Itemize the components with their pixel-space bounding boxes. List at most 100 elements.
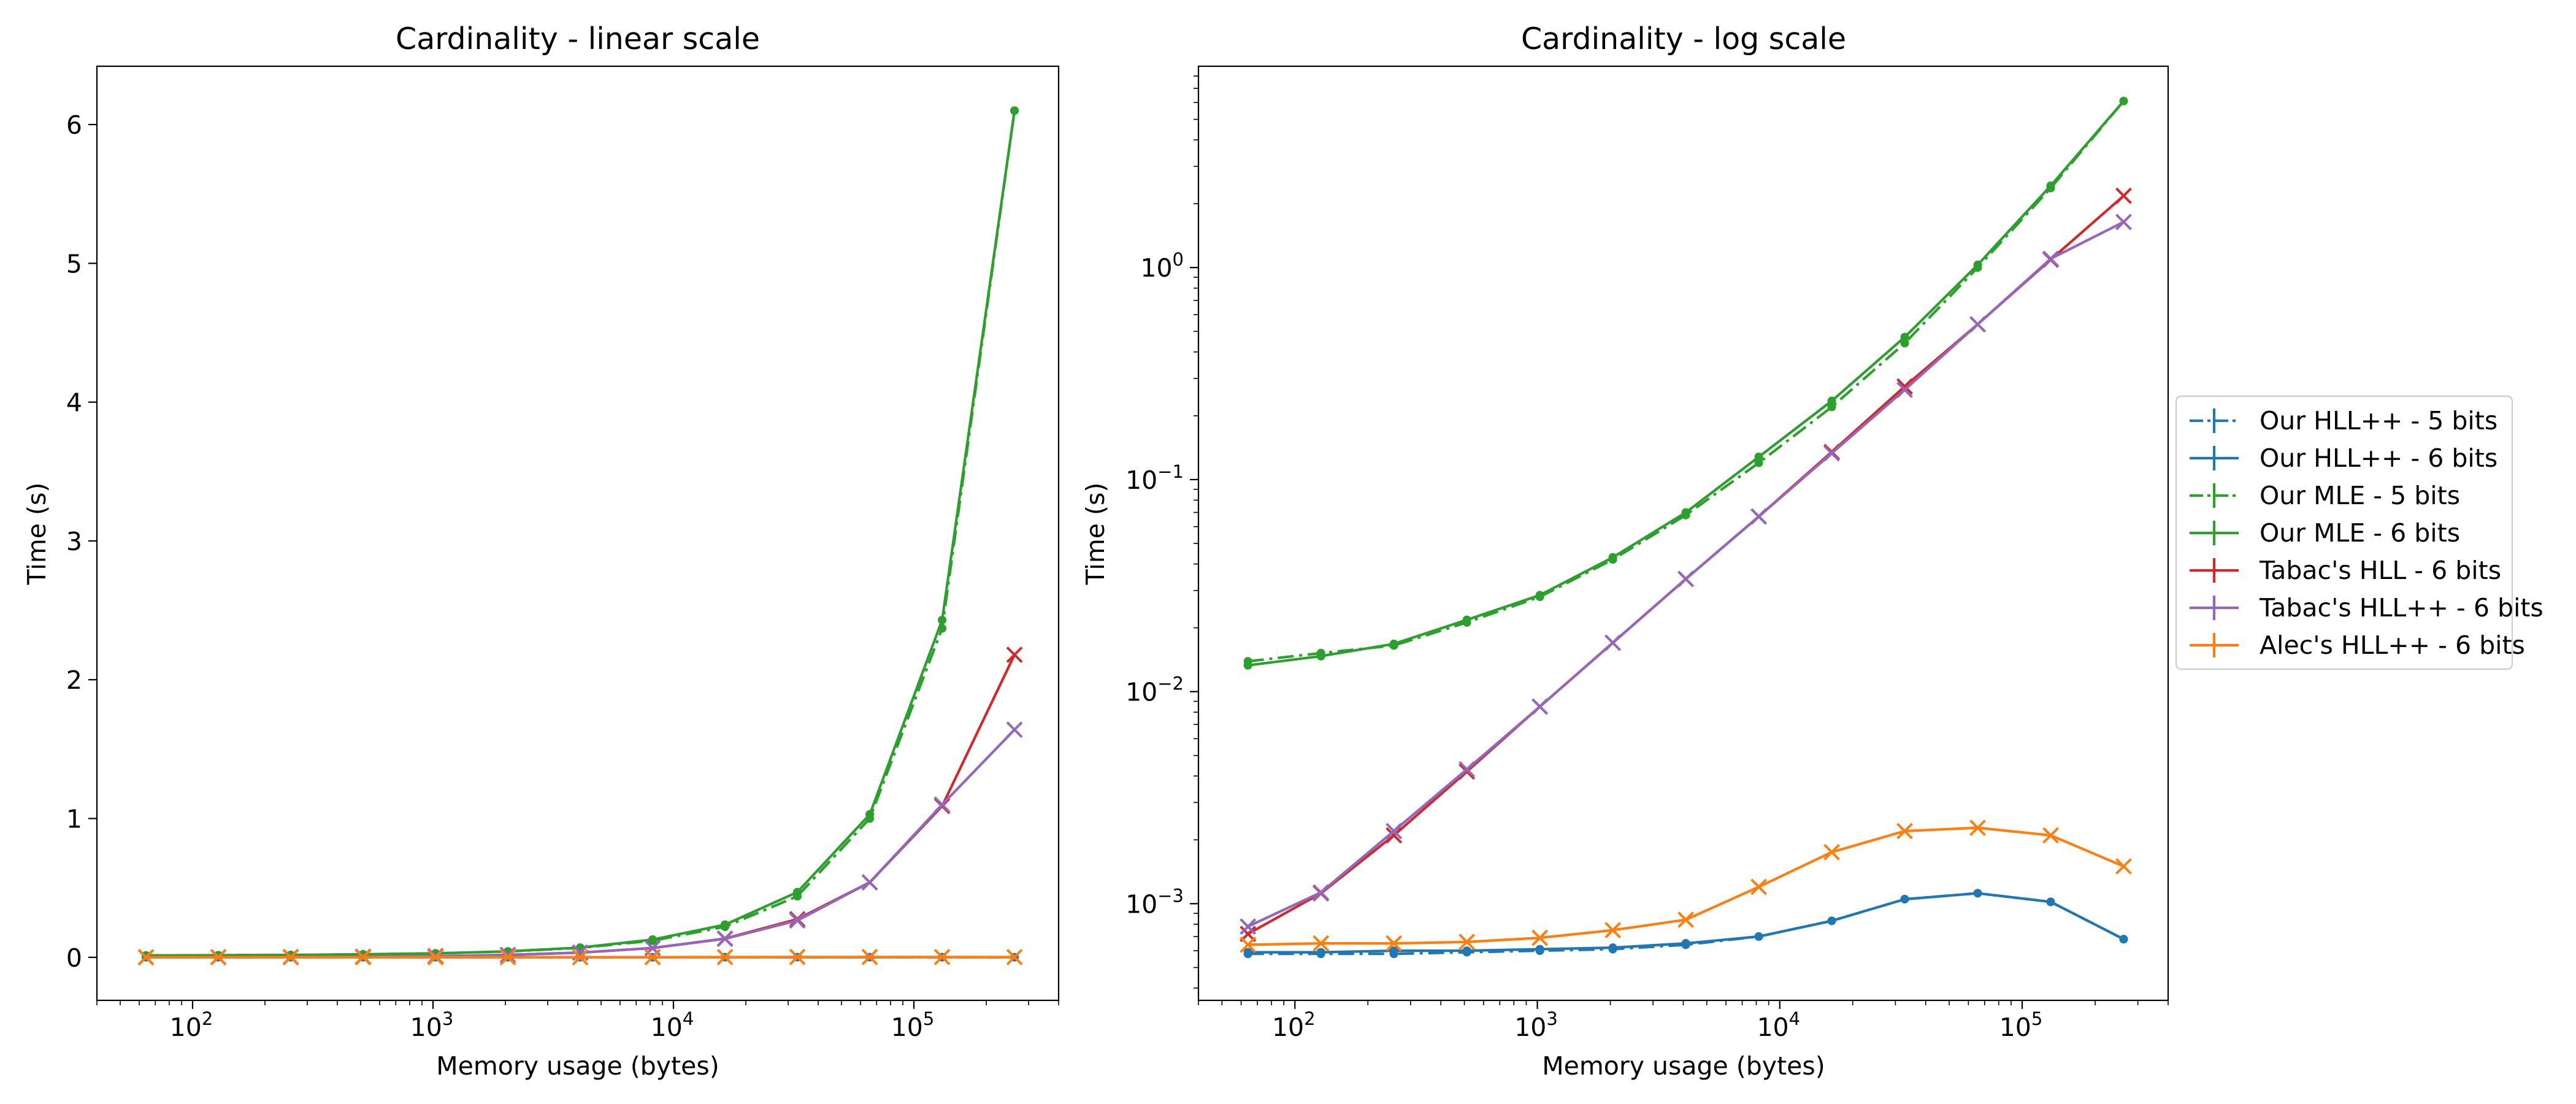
data-point [1240,936,1257,953]
data-point [427,949,444,966]
x-tick-label: 103 [1514,1008,1558,1042]
data-point [2042,250,2059,267]
data-point [1462,946,1471,956]
data-point [282,949,299,966]
data-point [938,615,947,624]
y-tick-label: 3 [66,527,82,556]
legend-label: Our MLE - 5 bits [2260,481,2460,510]
y-tick-label: 2 [66,665,82,695]
data-point [2042,827,2059,844]
y-tick-label: 4 [66,388,82,418]
data-point [644,949,661,965]
data-point [1754,452,1763,461]
x-tick-label: 103 [410,1008,454,1042]
data-point [861,874,878,891]
data-point [499,949,516,966]
data-point [793,887,802,897]
data-point [1316,651,1325,661]
legend-item: Alec's HLL++ - 6 bits [2190,631,2525,660]
data-point [933,796,951,813]
y-tick-label: 5 [66,249,82,278]
data-point [1386,935,1403,952]
legend-label: Tabac's HLL++ - 6 bits [2259,593,2543,623]
data-point [1754,932,1763,941]
data-point [1240,918,1257,935]
ticks-linear: 102 103 104 105 0 1 2 3 4 5 6 [66,110,1059,1042]
axes-frame-linear [96,65,1060,1002]
legend-frame [2175,395,2513,670]
legend-label: Our HLL++ - 5 bits [2260,406,2497,435]
title-linear: Cardinality - linear scale [396,21,760,56]
data-point [1900,339,1909,348]
data-point [1535,945,1544,954]
data-point [1750,878,1767,895]
legend-item: Our MLE - 6 bits [2190,518,2460,548]
data-point [716,930,734,948]
legend-item: Our MLE - 5 bits [2190,481,2460,510]
data-point [2046,897,2055,907]
legend-item: Tabac's HLL - 6 bits [2190,556,2501,585]
data-point [1896,822,1913,840]
data-point [210,949,227,966]
y-tick-label: 1 [66,805,82,834]
data-point [1243,661,1252,670]
data-point [572,949,589,966]
data-point [2115,858,2132,875]
ylabel-linear: Time (s) [22,483,52,586]
data-point [1386,822,1403,840]
data-point [789,948,806,965]
data-point [2119,935,2128,944]
data-point [1243,948,1252,957]
data-point [355,949,372,966]
data-point [1313,935,1330,952]
data-point [1827,402,1836,412]
xlabel-log: Memory usage (bytes) [1542,1051,1825,1081]
series-linear [137,106,1023,966]
y-tick-label: 10−3 [1125,885,1184,919]
data-point [1462,615,1471,624]
data-point [716,949,734,965]
data-point [1900,895,1909,904]
data-point [1313,884,1330,901]
data-point [1969,316,1986,333]
data-point [1459,761,1476,778]
data-point [1681,508,1690,517]
data-point [1389,639,1398,648]
data-point [1389,946,1398,956]
data-point [1010,106,1019,115]
data-point [1823,445,1840,462]
data-point [648,935,657,944]
data-point [1006,949,1023,965]
data-point [2115,187,2132,204]
data-point [1459,933,1476,951]
data-point [1316,948,1325,957]
series-1 [1243,889,2128,957]
x-tick-label: 104 [1757,1008,1800,1042]
data-point [1827,916,1836,926]
data-point [1754,458,1763,467]
y-tick-label: 10−2 [1125,673,1184,707]
data-point [1973,889,1982,898]
series-6 [137,948,1023,966]
legend-label: Our HLL++ - 6 bits [2260,443,2497,473]
y-tick-label: 0 [66,943,82,973]
data-point [1604,634,1622,651]
data-point [1531,929,1549,946]
legend-item: Our HLL++ - 6 bits [2190,443,2497,473]
legend-item: Our HLL++ - 5 bits [2190,406,2497,435]
legend-label: Tabac's HLL - 6 bits [2259,556,2501,585]
data-point [1531,698,1549,715]
x-tick-label: 102 [170,1008,213,1042]
legend-entries: Our HLL++ - 5 bits Our HLL++ - 6 bits Our … [2190,406,2543,660]
data-point [861,948,878,965]
y-tick-label: 10−1 [1125,461,1184,495]
data-point [721,920,730,929]
data-point [1823,843,1840,861]
data-point [1750,508,1767,525]
data-point [1006,646,1023,663]
data-point [933,948,951,965]
legend-item: Tabac's HLL++ - 6 bits [2190,593,2543,623]
data-point [1677,911,1694,928]
